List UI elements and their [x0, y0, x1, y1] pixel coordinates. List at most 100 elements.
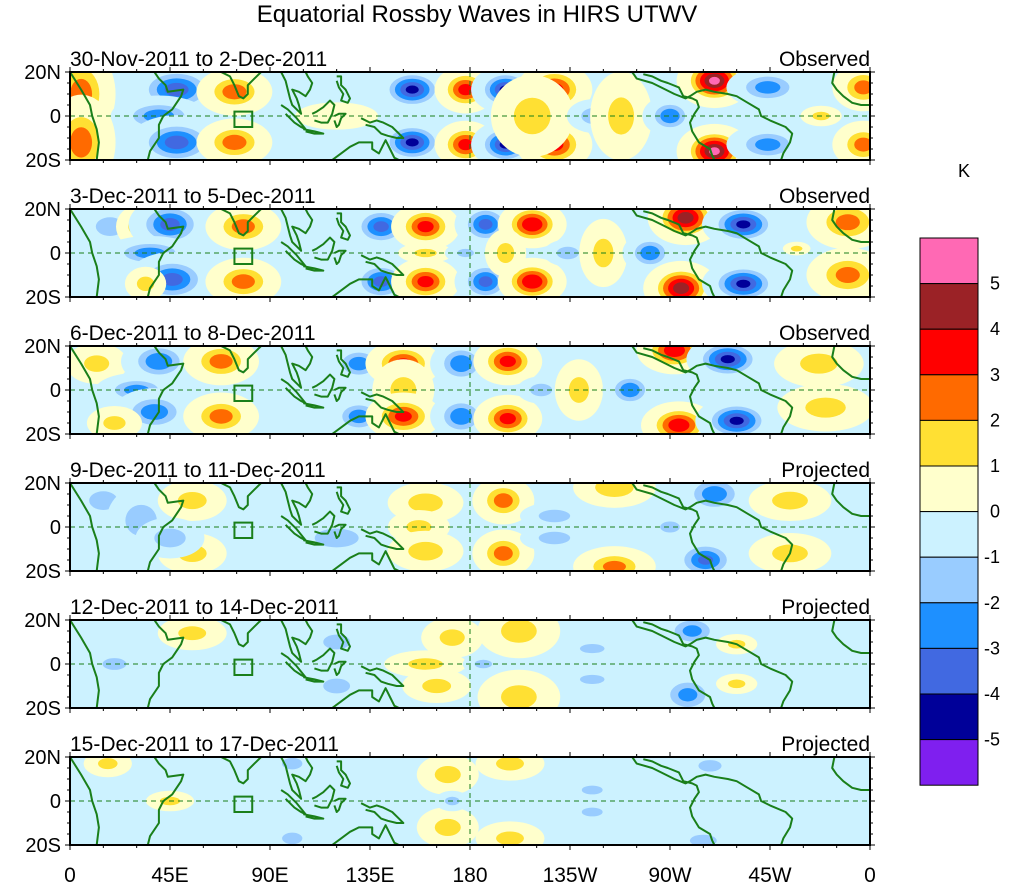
- anomaly-blob: [135, 517, 205, 559]
- y-tick-label: 0: [50, 654, 61, 676]
- coastline: [220, 72, 262, 100]
- colorbar-bin: [919, 328, 979, 376]
- contour-level: [474, 659, 493, 669]
- coastline: [335, 486, 351, 515]
- anomaly-blob: [416, 806, 479, 845]
- anomaly-blob: [806, 247, 870, 297]
- colorbar-level-label: -2: [984, 593, 1000, 613]
- coastline: [220, 483, 262, 511]
- anomaly-blob: [374, 72, 451, 114]
- anomaly-blob: [472, 529, 535, 571]
- colorbar-level-label: 4: [990, 319, 1000, 339]
- coastline: [335, 760, 351, 789]
- anomaly-blob: [564, 638, 620, 659]
- map-area: [70, 346, 870, 434]
- reference-box: [233, 247, 254, 266]
- anomaly-blob: [387, 530, 464, 571]
- colorbar-level-label: 1: [990, 456, 1000, 476]
- contour-level: [677, 212, 694, 224]
- contour-level: [209, 409, 233, 424]
- chart-title: Equatorial Rossby Waves in HIRS UTWV: [257, 1, 698, 28]
- panel-status-label: Observed: [779, 185, 870, 208]
- contour-level: [140, 404, 169, 420]
- contour-level: [282, 757, 303, 770]
- panel-status-label: Projected: [781, 459, 870, 482]
- contour-level: [835, 267, 860, 283]
- anomaly-blob: [477, 669, 561, 708]
- anomaly-blob: [86, 650, 142, 678]
- anomaly-blob: [268, 757, 317, 778]
- contour-level: [458, 138, 473, 151]
- coastline: [311, 510, 336, 535]
- coastline: [220, 346, 262, 374]
- colorbar-bin: [919, 602, 979, 649]
- x-axis-labels: 0 45E 90E 135E 180 135W 90W 45W 0: [64, 864, 876, 887]
- contour-level: [501, 620, 537, 643]
- anomaly-blob: [782, 241, 811, 256]
- x-tick-label: 45E: [151, 864, 188, 887]
- anomaly-blob: [477, 620, 561, 659]
- coastline: [311, 99, 336, 124]
- anomaly-blob: [657, 620, 727, 652]
- y-tick-label: 20N: [24, 336, 61, 358]
- coastline: [280, 72, 314, 115]
- panel-5: 20N 0 20S 12-Dec-2011 to 14-Dec-2011 Project…: [24, 596, 875, 720]
- coastline: [631, 620, 794, 708]
- map-area: [70, 620, 870, 708]
- contour-level: [408, 541, 443, 561]
- map-area: [70, 209, 870, 297]
- y-tick-label: 0: [50, 791, 61, 813]
- anomaly-blob: [774, 346, 864, 388]
- contour-level: [434, 818, 461, 836]
- coastline: [631, 209, 794, 297]
- contour-level: [736, 279, 751, 288]
- contour-level: [660, 108, 680, 124]
- contour-level: [673, 282, 690, 294]
- coastline: [631, 72, 794, 160]
- colorbar: K 5 4 3 2 1 0 -1 -2 -3 -4 -5: [919, 161, 1000, 786]
- anomaly-blob: [196, 72, 273, 116]
- contour-level: [145, 353, 173, 370]
- colorbar-level-label: 5: [990, 274, 1000, 294]
- contour-level: [439, 629, 465, 646]
- contour-level: [394, 411, 412, 422]
- contour-level: [602, 560, 626, 571]
- colorbar-bin: [919, 465, 979, 513]
- coastline: [303, 128, 325, 135]
- contour-level: [458, 83, 473, 96]
- colorbar-level-label: 0: [990, 502, 1000, 522]
- contour-level: [102, 658, 127, 670]
- contour-level: [595, 483, 634, 497]
- anomaly-blob: [416, 757, 479, 796]
- colorbar-bin: [919, 419, 979, 467]
- anomaly-blob: [421, 620, 484, 659]
- anomaly-blob: [568, 779, 617, 801]
- x-tick-label: 0: [64, 864, 76, 887]
- panel-3: 20N 0 20S 6-Dec-2011 to 8-Dec-2011 Observed: [24, 322, 875, 446]
- anomaly-blob: [643, 260, 719, 297]
- contour-level: [499, 412, 516, 425]
- contour-level: [323, 678, 351, 694]
- coastline: [333, 386, 347, 402]
- contour-level: [854, 137, 870, 152]
- coastline: [335, 349, 351, 378]
- contour-level: [678, 688, 698, 702]
- contour-level: [527, 278, 538, 286]
- contour-level: [222, 134, 247, 150]
- coastline: [323, 276, 400, 297]
- contour-level: [70, 127, 93, 158]
- colorbar-bin: [919, 556, 979, 604]
- y-tick-label: 20N: [24, 610, 61, 632]
- coastline: [280, 620, 314, 663]
- coastline: [333, 249, 347, 265]
- colorbar-level-label: -5: [984, 730, 1000, 750]
- contour-level: [493, 493, 513, 508]
- contour-level: [209, 354, 233, 369]
- coastline: [280, 209, 314, 252]
- contour-level: [682, 625, 702, 637]
- anomaly-blob: [473, 346, 543, 386]
- contour-level: [154, 528, 186, 548]
- contour-level: [164, 135, 189, 150]
- colorbar-bin: [919, 511, 979, 558]
